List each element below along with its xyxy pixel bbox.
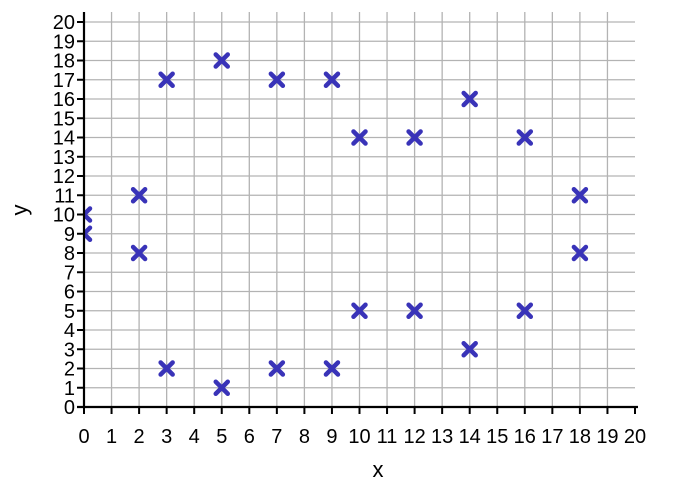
gridlines — [84, 12, 635, 407]
data-point-marker — [406, 302, 423, 319]
data-point-marker — [84, 225, 93, 242]
data-point-marker — [516, 302, 534, 319]
y-tick-label: 3 — [64, 339, 75, 361]
x-tick-label: 20 — [624, 426, 646, 448]
y-tick-label: 16 — [53, 89, 75, 111]
y-tick-label: 14 — [53, 128, 75, 150]
x-tick-label: 18 — [569, 426, 591, 448]
x-tick-label: 13 — [431, 426, 453, 448]
axes — [77, 12, 638, 409]
x-tick-label: 6 — [244, 426, 255, 448]
y-tick-label: 0 — [64, 397, 75, 419]
y-tick-label: 13 — [53, 147, 75, 169]
x-tick-label: 7 — [271, 426, 282, 448]
y-tick-label: 6 — [64, 282, 75, 304]
data-point-marker — [158, 71, 175, 88]
y-tick-label: 8 — [64, 243, 75, 265]
x-tick-label: 14 — [459, 426, 481, 448]
data-point-marker — [213, 379, 230, 396]
data-point-marker — [130, 187, 148, 204]
x-tick-label: 1 — [106, 426, 117, 448]
x-tick-label: 3 — [161, 426, 172, 448]
y-tick-label: 7 — [64, 262, 75, 284]
x-tick-labels: 0 1 2 3 4 5 6 7 8 9 10 11 12 13 14 15 16 17 18 19 20 — [78, 426, 646, 448]
data-point-marker — [323, 360, 341, 377]
x-tick-label: 19 — [596, 426, 618, 448]
y-tick-label: 1 — [64, 378, 75, 400]
y-tick-label: 12 — [53, 166, 75, 188]
y-tick-label: 20 — [53, 12, 75, 34]
tick-marks — [77, 21, 636, 414]
x-tick-label: 17 — [541, 426, 563, 448]
x-axis-title: x — [373, 457, 384, 482]
data-point-marker — [213, 52, 230, 69]
x-tick-label: 15 — [486, 426, 508, 448]
x-tick-label: 2 — [134, 426, 145, 448]
data-point-marker — [84, 206, 93, 223]
data-point-marker — [268, 360, 286, 377]
y-tick-label: 17 — [53, 70, 75, 92]
data-point-marker — [406, 129, 423, 146]
y-tick-label: 5 — [64, 301, 75, 323]
x-tick-label: 16 — [514, 426, 536, 448]
data-point-marker — [571, 187, 589, 204]
data-points — [84, 52, 589, 396]
data-point-marker — [268, 71, 286, 88]
x-tick-label: 9 — [326, 426, 337, 448]
y-tick-label: 18 — [53, 51, 75, 73]
data-point-marker — [158, 360, 175, 377]
data-point-marker — [351, 302, 368, 319]
x-tick-label: 10 — [348, 426, 370, 448]
y-axis-title: y — [7, 205, 32, 216]
y-tick-label: 15 — [53, 108, 75, 130]
y-tick-label: 9 — [64, 224, 75, 246]
data-point-marker — [461, 341, 478, 358]
y-tick-label: 2 — [64, 359, 75, 381]
x-tick-label: 8 — [299, 426, 310, 448]
data-point-marker — [351, 129, 368, 146]
x-tick-label: 11 — [377, 426, 398, 448]
y-tick-label: 4 — [64, 320, 75, 342]
data-point-marker — [130, 244, 148, 262]
data-point-marker — [571, 244, 589, 262]
data-point-marker — [323, 71, 341, 88]
x-tick-label: 5 — [216, 426, 227, 448]
x-tick-label: 4 — [189, 426, 200, 448]
y-tick-label: 10 — [53, 205, 75, 227]
data-point-marker — [516, 129, 534, 146]
x-tick-label: 0 — [78, 426, 89, 448]
y-tick-label: 11 — [54, 185, 75, 207]
y-tick-label: 19 — [53, 31, 75, 53]
x-tick-label: 12 — [403, 426, 425, 448]
data-point-marker — [461, 90, 478, 108]
